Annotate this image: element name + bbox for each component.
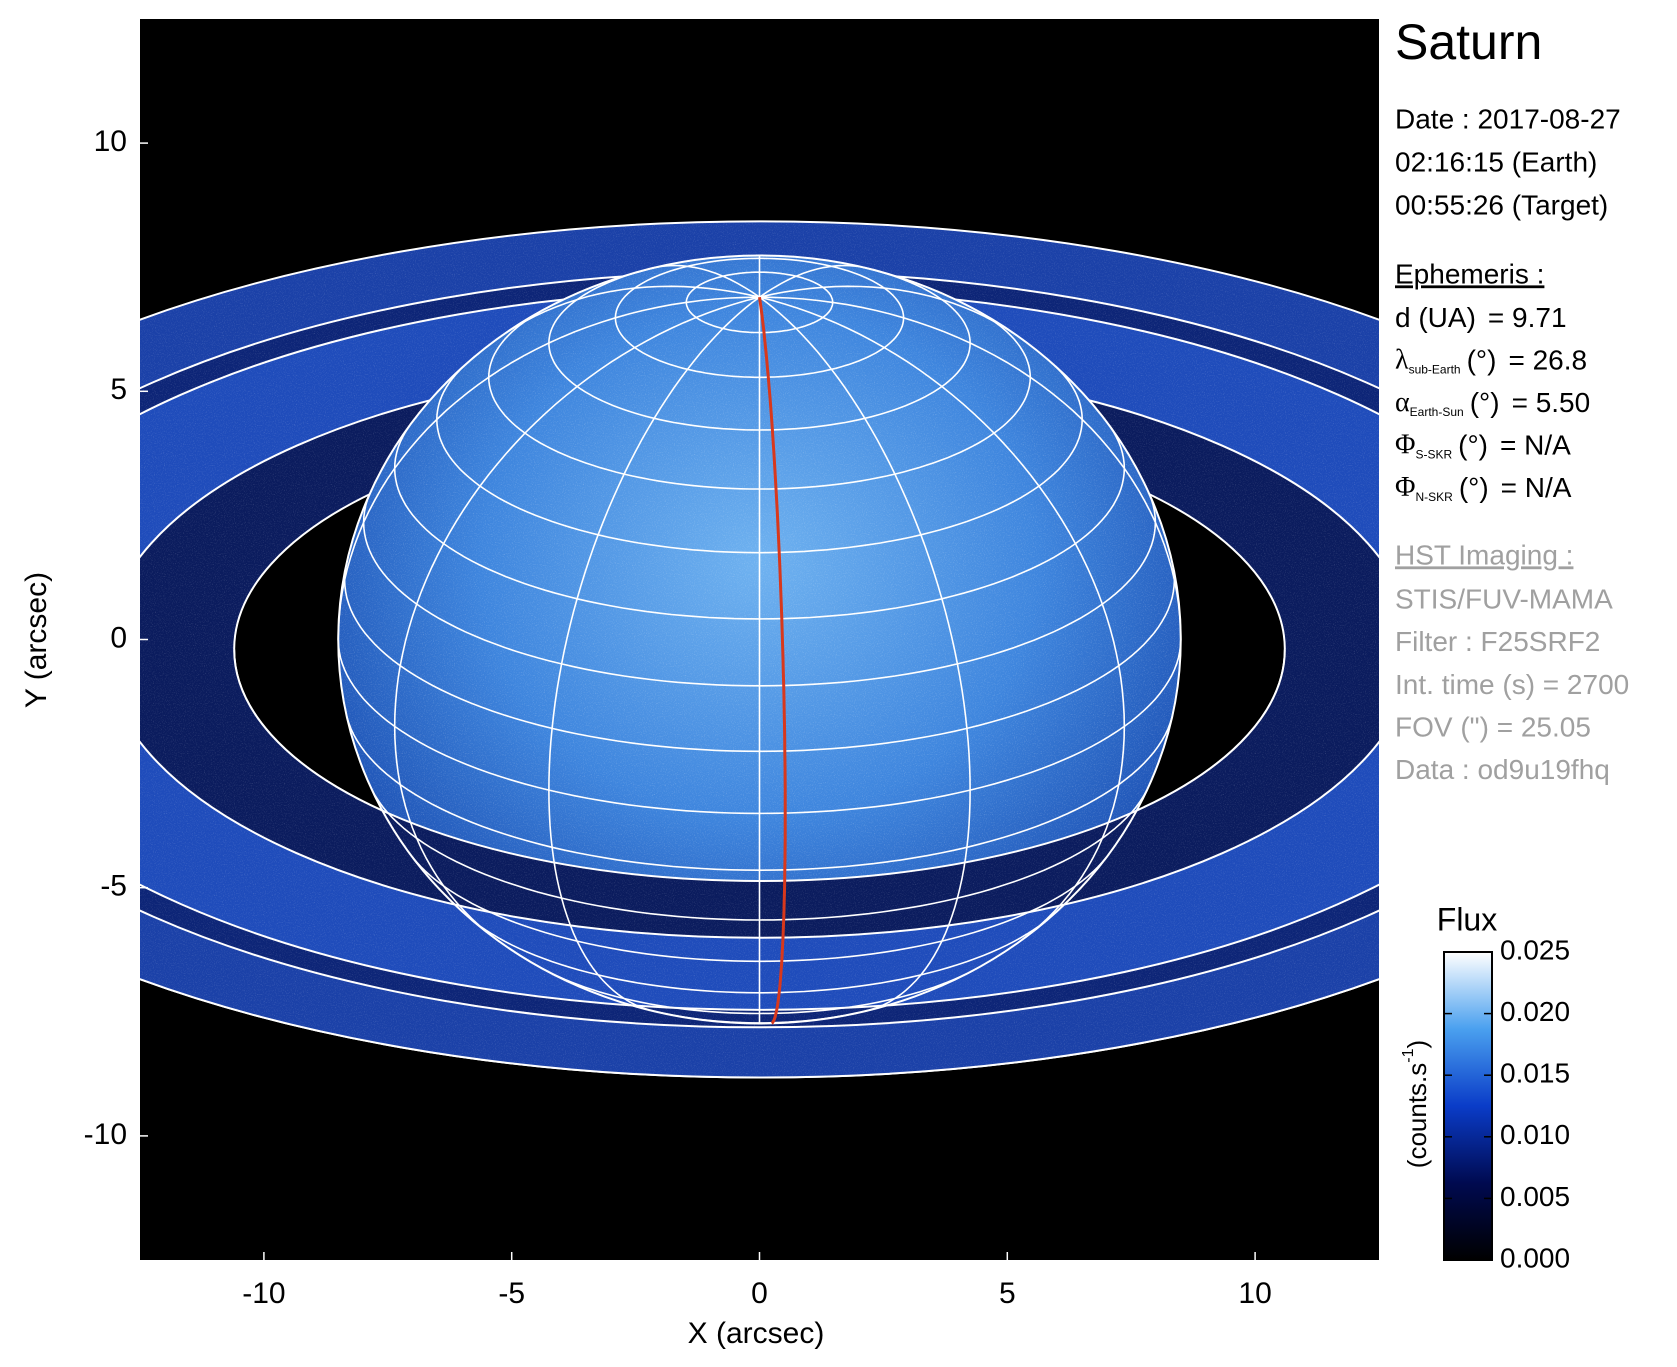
colorbar-label: (counts.s-1) xyxy=(1400,1040,1432,1168)
hst-line: FOV (") = 25.05 xyxy=(1395,711,1591,742)
hst-heading: HST Imaging : xyxy=(1395,539,1573,570)
meridian-line xyxy=(759,296,1182,640)
colorbar xyxy=(1443,951,1493,1261)
x-tick-label: 5 xyxy=(999,1277,1016,1310)
ephemeris-symbol: λ xyxy=(1395,345,1409,376)
colorbar-tick-label: 0.025 xyxy=(1500,934,1570,965)
ephemeris-value: = 5.50 xyxy=(1512,387,1591,418)
ephemeris-sub: Earth-Sun xyxy=(1410,405,1464,419)
ephemeris-row: λsub-Earth (°) = 26.8 xyxy=(1395,345,1587,377)
ring-texture xyxy=(140,649,1379,1010)
image xyxy=(140,220,1379,1079)
colorbar-tick-label: 0.020 xyxy=(1500,996,1570,1027)
hst-line: Data : od9u19fhq xyxy=(1395,754,1610,785)
y-tick-label: 5 xyxy=(110,373,127,406)
colorbar-tick-label: 0.005 xyxy=(1500,1181,1570,1212)
meridian-line xyxy=(393,296,760,941)
x-tick-label: -5 xyxy=(498,1277,525,1310)
ephemeris-label: d (UA) xyxy=(1395,302,1476,333)
ephemeris-symbol: Φ xyxy=(1395,472,1415,503)
meridian-line xyxy=(548,296,760,1011)
hst-line: Filter : F25SRF2 xyxy=(1395,626,1600,657)
reference-meridian xyxy=(758,296,787,1025)
ephemeris-value: = N/A xyxy=(1501,472,1572,503)
date-line: 02:16:15 (Earth) xyxy=(1395,146,1597,177)
meridian-line xyxy=(759,296,1126,941)
ephemeris-sub: sub-Earth xyxy=(1409,363,1461,377)
y-tick-label: 0 xyxy=(110,621,127,654)
ephemeris-label: (°) xyxy=(1458,430,1488,461)
y-axis-label: Y (arcsec) xyxy=(20,572,53,708)
meridian-line xyxy=(759,264,865,298)
colorbar-tick-label: 0.000 xyxy=(1500,1242,1570,1273)
ephemeris-label: (°) xyxy=(1467,345,1497,376)
y-tick-label: -10 xyxy=(84,1118,127,1151)
ephemeris-sub: N-SKR xyxy=(1415,490,1453,504)
meridian-line xyxy=(759,285,1014,334)
ephemeris-row: ΦN-SKR (°) = N/A xyxy=(1395,472,1572,504)
meridian-line xyxy=(654,264,760,298)
meridian-line xyxy=(759,296,971,1011)
ephemeris-symbol: Φ xyxy=(1395,430,1415,461)
date-line: 00:55:26 (Target) xyxy=(1395,189,1608,220)
colorbar-title: Flux xyxy=(1437,901,1497,937)
ephemeris-value: = 26.8 xyxy=(1508,345,1587,376)
colorbar-label-text: (counts.s xyxy=(1402,1063,1432,1169)
x-tick-label: -10 xyxy=(242,1277,285,1310)
ring-edge xyxy=(140,977,1379,1079)
ephemeris-row: d (UA) = 9.71 xyxy=(1395,302,1567,333)
ephemeris-label: (°) xyxy=(1470,387,1500,418)
y-tick-label: -5 xyxy=(100,870,127,903)
colorbar-tick-label: 0.015 xyxy=(1500,1058,1570,1089)
ephemeris-sub: S-SKR xyxy=(1415,448,1452,462)
hst-line: Int. time (s) = 2700 xyxy=(1395,669,1629,700)
x-axis-label: X (arcsec) xyxy=(688,1317,825,1350)
colorbar-label-end: ) xyxy=(1402,1040,1432,1049)
ephemeris-label: (°) xyxy=(1459,472,1489,503)
hst-line: STIS/FUV-MAMA xyxy=(1395,583,1613,614)
ephemeris-heading: Ephemeris : xyxy=(1395,258,1544,289)
meridian-line xyxy=(337,296,760,640)
y-tick-label: 10 xyxy=(94,125,127,158)
date-line: Date : 2017-08-27 xyxy=(1395,103,1621,134)
ephemeris-row: αEarth-Sun (°) = 5.50 xyxy=(1395,387,1590,419)
colorbar-label-sup: -1 xyxy=(1400,1048,1417,1062)
ring-edge xyxy=(140,909,1379,1029)
chart-title: Saturn xyxy=(1395,14,1542,70)
planet-limb xyxy=(337,254,1182,1025)
x-tick-label: 10 xyxy=(1238,1277,1271,1310)
ephemeris-symbol: α xyxy=(1395,387,1410,418)
ephemeris-value: = N/A xyxy=(1500,430,1571,461)
x-tick-label: 0 xyxy=(751,1277,768,1310)
ephemeris-value: = 9.71 xyxy=(1488,302,1567,333)
meridian-line xyxy=(505,285,760,334)
ring-texture xyxy=(140,649,1379,939)
ephemeris-row: ΦS-SKR (°) = N/A xyxy=(1395,430,1571,462)
colorbar-tick-label: 0.010 xyxy=(1500,1119,1570,1150)
